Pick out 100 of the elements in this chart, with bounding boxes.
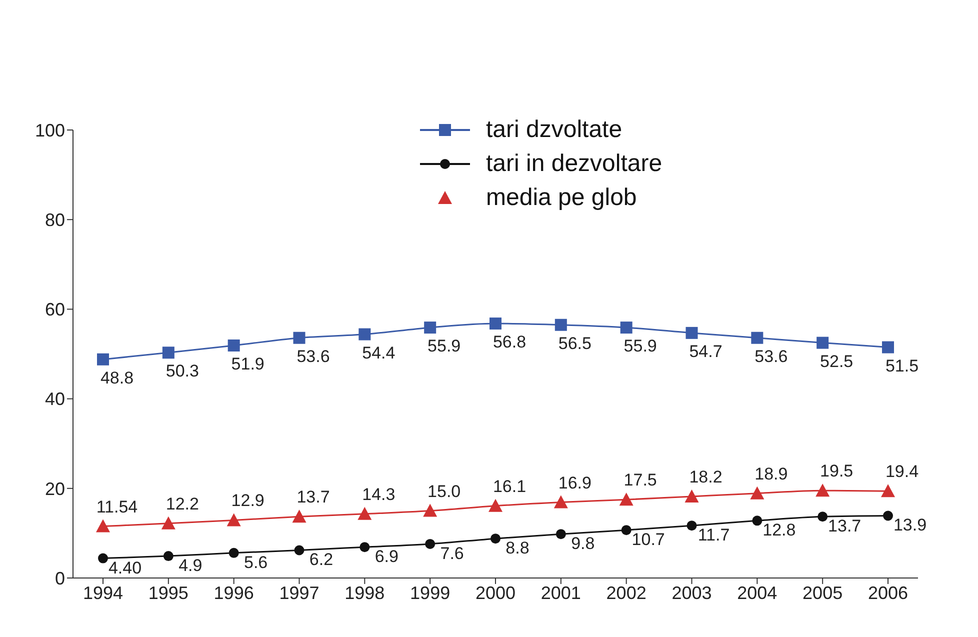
y-tick-label: 40	[44, 389, 65, 410]
y-tick-label: 100	[34, 120, 65, 140]
x-tick-label: 1995	[148, 582, 188, 603]
x-tick-label: 2006	[868, 582, 908, 603]
data-label: 16.9	[558, 473, 592, 492]
point	[686, 520, 697, 531]
data-label: 6.2	[309, 550, 334, 570]
legend-label: media pe glob	[486, 184, 637, 212]
point	[490, 318, 502, 330]
point	[816, 484, 830, 497]
x-tick-label: 1997	[279, 582, 320, 603]
point	[554, 318, 567, 331]
point	[750, 486, 764, 500]
x-tick-label: 2000	[475, 582, 516, 603]
x-tick-label: 1994	[82, 582, 124, 603]
point	[163, 551, 174, 562]
data-label: 17.5	[624, 470, 657, 490]
data-label: 54.7	[689, 342, 722, 361]
x-tick-label: 2002	[606, 582, 646, 603]
y-tick-label: 20	[44, 478, 65, 499]
point	[620, 322, 632, 334]
point	[818, 512, 828, 522]
x-tick-label: 2004	[737, 582, 778, 603]
data-label: 13.7	[828, 516, 862, 536]
data-label: 51.5	[885, 356, 919, 376]
data-label: 13.7	[296, 488, 330, 507]
data-label: 19.5	[820, 462, 854, 481]
point	[228, 339, 240, 352]
point	[358, 506, 372, 520]
point	[488, 498, 502, 512]
point	[424, 322, 436, 334]
point	[161, 516, 176, 530]
legend-label: tari dzvoltate	[486, 116, 622, 144]
x-tick-label: 2003	[672, 582, 712, 603]
data-label: 11.54	[96, 497, 138, 516]
data-label: 48.8	[100, 368, 134, 388]
point	[96, 519, 110, 532]
point	[881, 484, 895, 498]
point	[360, 542, 370, 552]
point	[752, 516, 762, 526]
data-label: 7.6	[440, 544, 464, 563]
data-label: 51.9	[231, 354, 264, 374]
data-label: 8.8	[506, 538, 530, 558]
data-label: 56.8	[492, 332, 526, 352]
data-label: 56.5	[558, 334, 592, 353]
data-label: 11.7	[698, 526, 730, 545]
data-label: 10.7	[632, 530, 665, 550]
data-label: 13.9	[893, 516, 927, 535]
data-label: 4.40	[108, 558, 142, 578]
point	[490, 534, 500, 544]
legend-label: tari in dezvoltare	[486, 150, 662, 178]
x-tick-label: 2001	[540, 582, 581, 603]
data-label: 54.4	[362, 343, 396, 362]
x-tick-label: 1996	[214, 582, 254, 603]
data-label: 18.2	[689, 467, 722, 486]
point	[294, 545, 304, 556]
point	[162, 346, 174, 359]
point	[423, 504, 438, 517]
data-label: 15.0	[428, 482, 461, 501]
point	[686, 326, 698, 339]
point	[98, 553, 108, 564]
point	[882, 341, 894, 354]
y-tick-label: 80	[44, 210, 65, 230]
data-label: 19.4	[885, 462, 919, 482]
data-label: 53.6	[754, 346, 788, 366]
point	[292, 510, 306, 523]
data-label: 52.5	[820, 352, 854, 371]
point	[621, 525, 632, 536]
point	[619, 492, 634, 506]
point	[97, 353, 109, 366]
data-label: 16.1	[492, 476, 526, 496]
point	[358, 328, 371, 340]
data-label: 9.8	[571, 534, 595, 554]
y-tick-label: 0	[54, 568, 65, 588]
data-label: 12.8	[762, 520, 796, 540]
point	[684, 489, 699, 502]
point	[816, 336, 829, 349]
y-tick-label: 60	[44, 300, 65, 320]
point	[425, 538, 436, 549]
data-label: 53.6	[296, 346, 330, 366]
point	[228, 548, 239, 558]
point	[226, 513, 241, 526]
data-label: 12.9	[231, 491, 264, 510]
x-tick-label: 1999	[410, 582, 450, 603]
data-label: 6.9	[374, 547, 398, 566]
data-label: 55.9	[624, 336, 657, 356]
point	[556, 529, 566, 540]
data-label: 14.3	[362, 484, 396, 504]
point	[554, 495, 568, 508]
x-tick-label: 2005	[802, 582, 843, 603]
data-label: 55.9	[428, 336, 461, 356]
point	[751, 332, 764, 344]
data-label: 50.3	[166, 362, 199, 381]
data-label: 5.6	[244, 552, 268, 572]
point	[883, 510, 893, 521]
point	[293, 332, 306, 344]
data-label: 12.2	[166, 494, 199, 514]
x-tick-label: 1998	[344, 582, 385, 603]
data-label: 18.9	[754, 464, 788, 484]
data-label: 4.9	[178, 556, 202, 576]
